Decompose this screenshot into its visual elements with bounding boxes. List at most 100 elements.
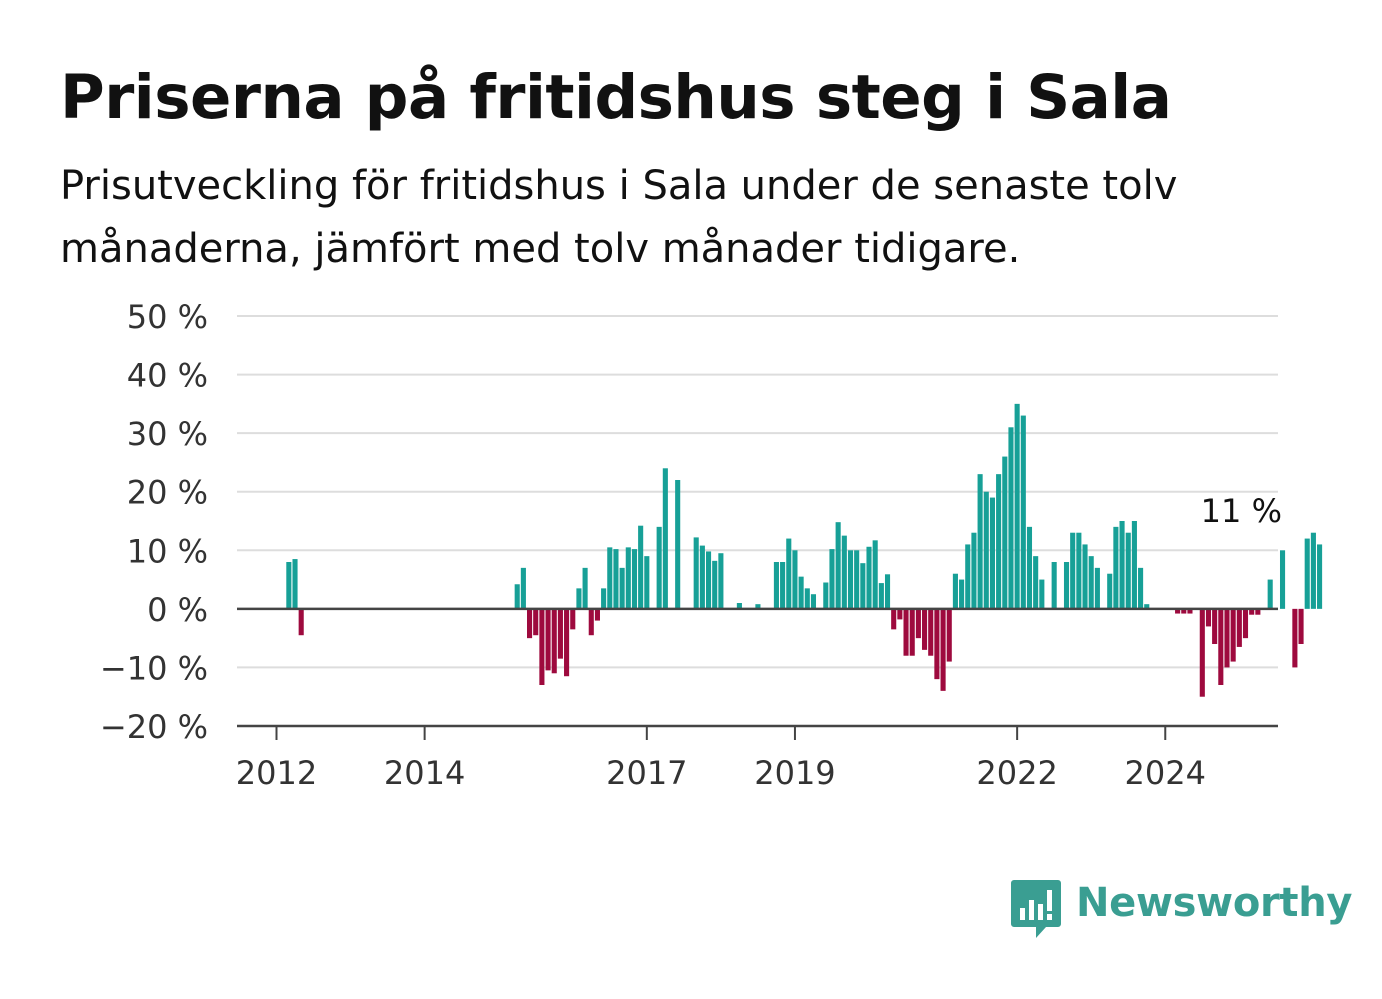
bar xyxy=(662,468,668,609)
bar xyxy=(903,608,909,656)
bars xyxy=(286,403,1323,697)
bar xyxy=(755,604,761,609)
bar xyxy=(594,608,600,621)
x-tick-label: 2012 xyxy=(236,754,317,792)
bar xyxy=(1181,608,1187,614)
bar xyxy=(1002,456,1008,609)
bar xyxy=(909,608,915,656)
bar xyxy=(959,579,965,609)
y-tick-label: 40 % xyxy=(127,357,208,395)
x-axis-tick-labels: 2012 2014 2017 2019 2022 2024 xyxy=(236,754,1206,792)
bar xyxy=(619,567,625,609)
bar xyxy=(1304,538,1310,609)
y-tick-label: 0 % xyxy=(147,591,208,629)
bar xyxy=(705,551,712,609)
y-tick-label: 20 % xyxy=(127,474,208,512)
brand-name: Newsworthy xyxy=(1076,880,1353,926)
bar xyxy=(1205,608,1212,627)
bar xyxy=(1310,532,1316,609)
bar xyxy=(786,538,792,609)
newsworthy-logo: Newsworthy xyxy=(1010,878,1353,940)
bar xyxy=(644,556,650,609)
bar xyxy=(1014,403,1020,609)
bar xyxy=(1039,579,1045,609)
bar xyxy=(792,550,798,609)
bar xyxy=(1279,550,1286,609)
bar xyxy=(989,497,995,609)
bar xyxy=(977,474,983,609)
bar xyxy=(983,491,989,609)
bar xyxy=(527,608,533,639)
chart-subtitle: Prisutveckling för fritidshus i Sala und… xyxy=(60,163,1178,272)
bar xyxy=(1255,608,1261,615)
bar xyxy=(946,608,952,662)
bar xyxy=(1218,608,1224,685)
bar xyxy=(1094,567,1100,609)
bar xyxy=(810,594,817,609)
bar xyxy=(854,550,860,609)
y-tick-label: −10 % xyxy=(100,649,208,687)
y-tick-label: 50 % xyxy=(127,298,208,336)
bar xyxy=(1292,608,1298,668)
bar xyxy=(835,522,841,609)
bar xyxy=(286,562,292,609)
bar xyxy=(712,560,718,609)
y-tick-label: 10 % xyxy=(127,532,208,570)
bar xyxy=(675,480,681,609)
bar xyxy=(718,553,724,609)
x-tick-label: 2024 xyxy=(1125,754,1206,792)
bar xyxy=(1033,556,1039,609)
annotations: 11 % xyxy=(1201,492,1282,530)
bar xyxy=(557,608,563,659)
bar xyxy=(588,608,594,636)
bar xyxy=(965,544,971,609)
bar xyxy=(656,526,662,609)
bar xyxy=(1242,608,1249,639)
bar xyxy=(520,567,526,609)
bar xyxy=(1070,532,1076,609)
x-tick-label: 2017 xyxy=(606,754,687,792)
bar xyxy=(891,608,897,630)
bar xyxy=(699,545,705,609)
bar xyxy=(631,549,638,609)
bar xyxy=(1236,608,1242,647)
bar xyxy=(551,608,557,674)
bar xyxy=(1199,608,1205,697)
bar xyxy=(1230,608,1236,662)
bar xyxy=(823,582,829,609)
bar xyxy=(1138,567,1144,609)
bar xyxy=(884,574,891,609)
bar xyxy=(613,549,619,609)
bar xyxy=(1224,608,1230,668)
bar xyxy=(841,535,847,609)
bar xyxy=(1063,562,1070,609)
bar xyxy=(607,547,613,609)
bar xyxy=(872,540,878,609)
bar xyxy=(576,588,582,609)
bar xyxy=(1212,608,1218,644)
bar xyxy=(1076,532,1082,609)
bar xyxy=(1187,608,1193,614)
bar xyxy=(798,576,804,609)
y-tick-label: 30 % xyxy=(127,415,208,453)
bar xyxy=(897,608,903,620)
bar xyxy=(292,559,298,609)
bar xyxy=(934,608,940,680)
bar xyxy=(514,584,520,609)
bar xyxy=(996,474,1002,609)
bar xyxy=(928,608,934,656)
x-tick-label: 2019 xyxy=(754,754,835,792)
bar xyxy=(1131,521,1137,609)
axes xyxy=(237,607,1278,740)
bar xyxy=(773,562,779,609)
bar xyxy=(971,532,977,609)
bar xyxy=(1051,562,1057,609)
bar xyxy=(601,588,607,609)
bar xyxy=(915,608,921,639)
bar xyxy=(804,588,810,609)
bar xyxy=(1298,608,1304,644)
bar xyxy=(1107,573,1113,609)
bar xyxy=(1088,556,1094,609)
bar xyxy=(545,608,551,671)
bar xyxy=(780,562,786,609)
